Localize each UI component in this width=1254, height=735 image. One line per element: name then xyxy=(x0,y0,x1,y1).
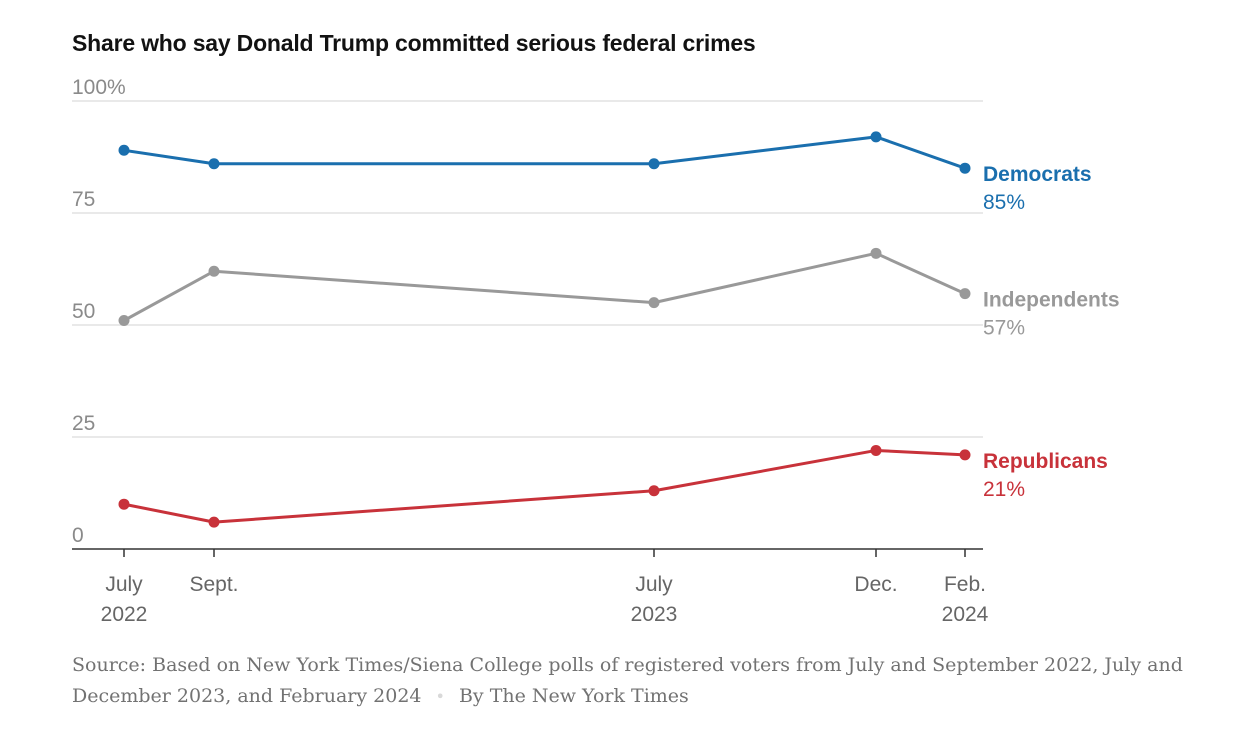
data-point-republicans xyxy=(648,485,660,497)
data-point-democrats xyxy=(959,162,971,174)
series-label-independents: Independents xyxy=(983,289,1120,312)
x-tick-year-label: 2022 xyxy=(101,603,148,626)
credit-text: By The New York Times xyxy=(458,685,689,707)
series-label-democrats: Democrats xyxy=(983,163,1092,186)
data-point-republicans xyxy=(870,444,882,456)
data-point-republicans xyxy=(118,498,130,510)
data-point-democrats xyxy=(208,158,220,170)
data-point-independents xyxy=(208,265,220,277)
series-value-label-democrats: 85% xyxy=(983,191,1025,214)
y-tick-label: 75 xyxy=(72,188,95,211)
source-text: Source: Based on New York Times/Siena Co… xyxy=(72,654,1183,707)
y-tick-label: 100% xyxy=(72,76,126,99)
x-tick-label: Dec. xyxy=(854,573,897,596)
data-point-republicans xyxy=(959,449,971,461)
x-tick-label: Feb. xyxy=(944,573,986,596)
x-tick-label: Sept. xyxy=(189,573,238,596)
data-point-independents xyxy=(118,315,130,327)
x-tick-year-label: 2023 xyxy=(631,603,678,626)
y-tick-label: 50 xyxy=(72,300,95,323)
data-point-independents xyxy=(870,247,882,259)
series-line-democrats xyxy=(123,135,966,170)
series-value-label-independents: 57% xyxy=(983,317,1025,340)
data-point-independents xyxy=(648,297,660,309)
data-point-democrats xyxy=(870,131,882,143)
y-tick-label: 25 xyxy=(72,412,95,435)
y-tick-label: 0 xyxy=(72,524,84,547)
plot-area: 100% 75 50 25 0 July 2022 Sept. July 2023 Dec. Feb.… xyxy=(72,76,1120,626)
separator-dot: • xyxy=(435,687,445,706)
data-point-democrats xyxy=(648,158,660,170)
source-note: Source: Based on New York Times/Siena Co… xyxy=(72,650,1192,712)
series-label-republicans: Republicans xyxy=(983,450,1108,473)
data-point-independents xyxy=(959,288,971,300)
x-tick-year-label: 2024 xyxy=(942,603,989,626)
x-tick-label: July xyxy=(105,573,143,596)
chart-title: Share who say Donald Trump committed ser… xyxy=(72,30,756,56)
data-point-democrats xyxy=(118,144,130,156)
x-tick-label: July xyxy=(635,573,673,596)
series-line-independents xyxy=(123,251,966,322)
data-point-republicans xyxy=(208,516,220,528)
series-value-label-republicans: 21% xyxy=(983,478,1025,501)
series-line-republicans xyxy=(123,448,966,524)
